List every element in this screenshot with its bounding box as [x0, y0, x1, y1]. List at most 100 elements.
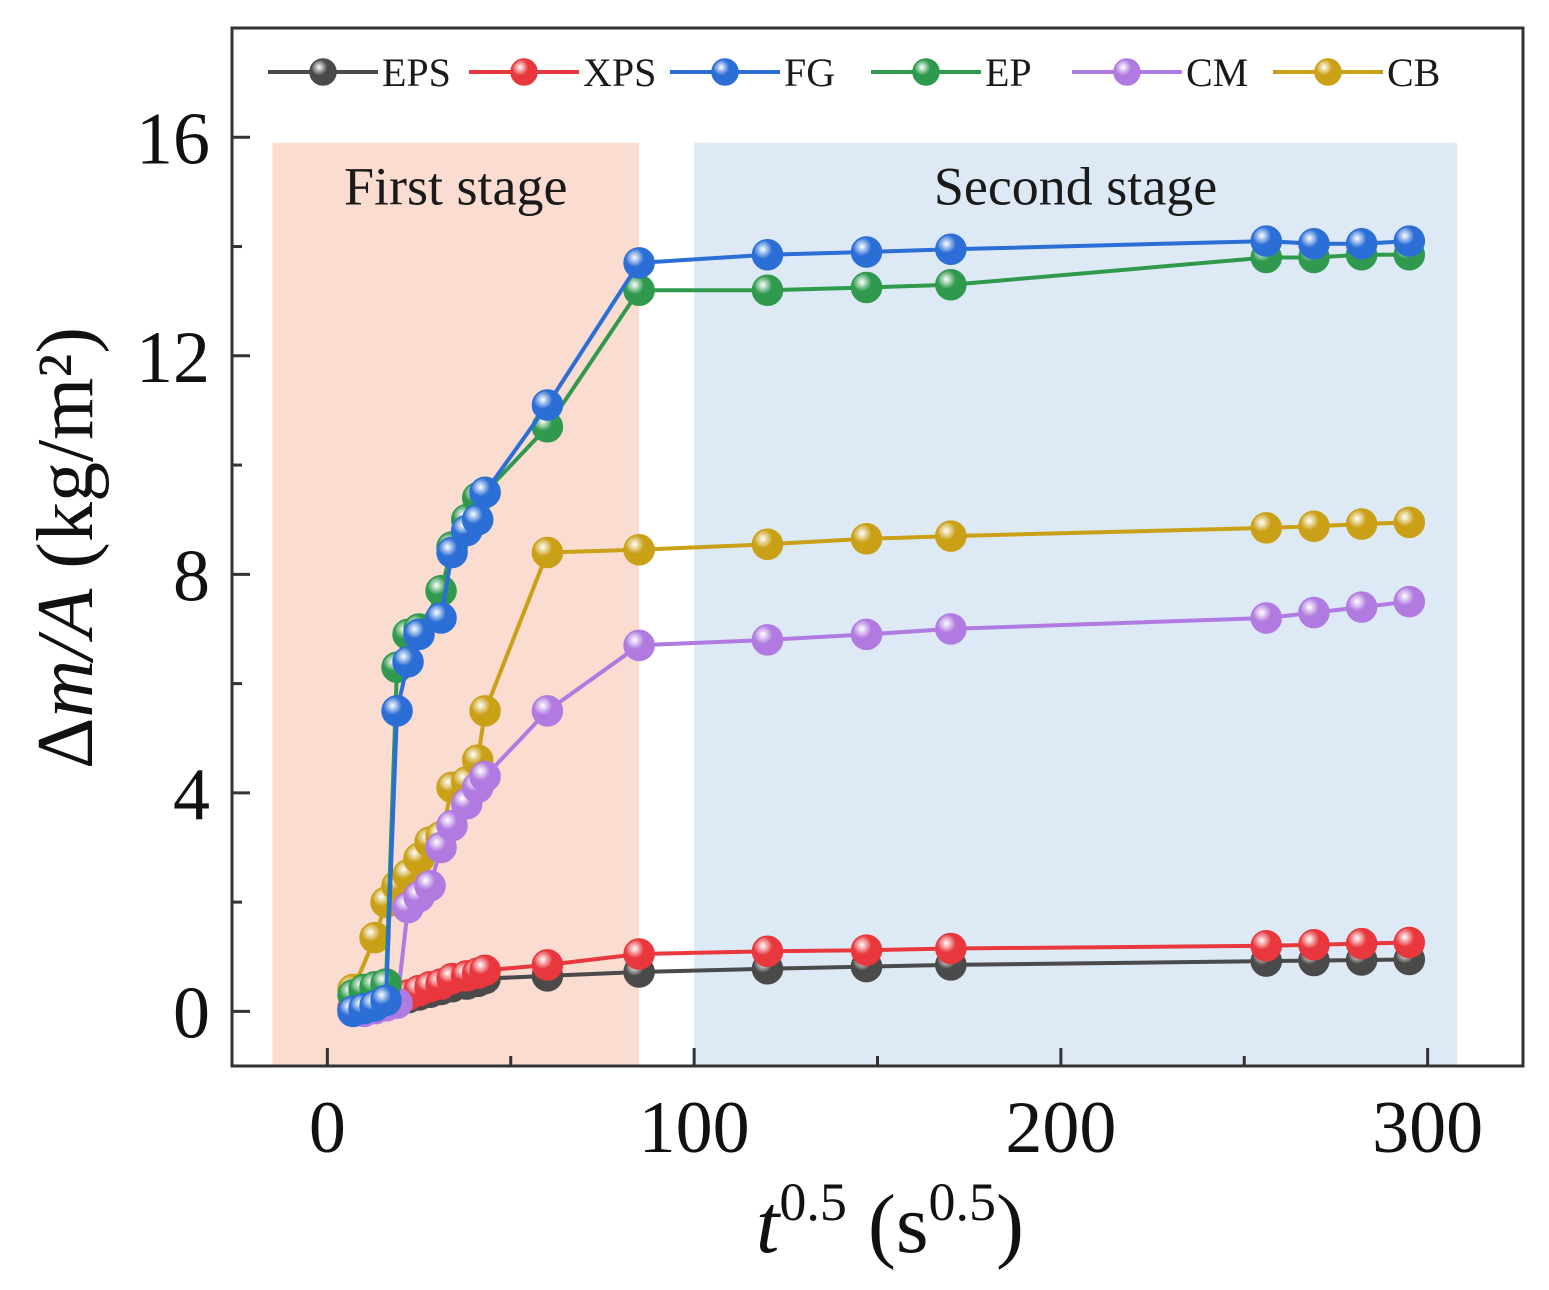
point-cb-19: [1345, 508, 1378, 540]
y-tick-label-3: 12: [136, 317, 210, 399]
x-tick-label-3: 300: [1372, 1087, 1483, 1169]
legend-label-eps: EPS: [382, 50, 451, 95]
point-fg-18: [1298, 228, 1330, 260]
point-xps-16: [850, 934, 883, 966]
y-axis-label-part-4: (kg/m²): [22, 327, 110, 589]
x-axis-label-part-2: (: [847, 1178, 896, 1271]
x-axis-label: t0.5 (s0.5): [756, 1172, 1024, 1271]
point-cb-12: [531, 536, 564, 569]
y-tick-label-4: 16: [136, 98, 210, 180]
point-cb-15: [850, 523, 883, 555]
point-cm-18: [1250, 602, 1283, 634]
legend-item-cb: CB: [1273, 50, 1440, 95]
y-axis-label: Δm/A (kg/m²): [22, 327, 110, 769]
point-ep-16: [935, 269, 967, 301]
point-xps-13: [531, 949, 564, 981]
legend: EPS XPS FG EP CM CB: [268, 50, 1440, 95]
point-cb-18: [1298, 510, 1330, 542]
point-fg-6: [403, 618, 435, 651]
axis-ticks: 0 100 200 300 0 4 8 12 16: [136, 98, 1483, 1169]
point-fg-3: [370, 984, 402, 1017]
x-tick-label-0: 0: [309, 1087, 346, 1169]
stage-region-1: [272, 142, 640, 1066]
legend-item-ep: EP: [871, 50, 1032, 95]
y-axis-label-part-3: A: [22, 588, 110, 643]
point-cm-19: [1298, 596, 1330, 629]
point-cm-9: [436, 809, 468, 842]
point-xps-20: [1345, 927, 1378, 960]
stage-label-2: Second stage: [934, 157, 1217, 217]
point-fg-7: [425, 602, 457, 634]
legend-item-fg: FG: [670, 50, 835, 95]
point-cm-13: [531, 695, 564, 727]
point-fg-8: [436, 536, 468, 569]
legend-label-xps: XPS: [583, 50, 656, 95]
point-cb-14: [751, 528, 784, 561]
point-fg-16: [935, 233, 967, 266]
stage-label-1: First stage: [344, 157, 568, 217]
point-fg-15: [850, 236, 883, 268]
x-axis-label-part-5: ): [996, 1178, 1024, 1271]
point-cb-17: [1250, 512, 1283, 544]
x-tick-label-2: 200: [1005, 1087, 1116, 1169]
point-xps-18: [1250, 930, 1283, 962]
point-fg-19: [1345, 228, 1378, 260]
legend-label-cm: CM: [1186, 50, 1248, 95]
stage-region-2: [694, 142, 1457, 1066]
legend-marker-eps: [309, 58, 337, 86]
legend-item-eps: EPS: [268, 50, 451, 95]
point-cm-15: [751, 624, 784, 656]
legend-marker-ep: [912, 58, 940, 86]
point-fg-11: [469, 476, 501, 509]
point-ep-15: [850, 271, 883, 304]
y-tick-label-1: 4: [173, 754, 210, 836]
point-cb-16: [935, 520, 967, 552]
point-fg-13: [623, 247, 655, 279]
point-cm-7: [414, 869, 446, 902]
legend-label-ep: EP: [985, 50, 1032, 95]
legend-label-cb: CB: [1387, 50, 1440, 95]
y-tick-label-0: 0: [173, 972, 210, 1054]
point-xps-12: [469, 954, 501, 987]
point-fg-12: [531, 389, 564, 421]
point-xps-21: [1393, 926, 1426, 959]
point-cb-11: [469, 695, 501, 727]
x-axis-label-part-4: 0.5: [929, 1172, 997, 1232]
point-xps-15: [751, 935, 784, 968]
legend-marker-cm: [1113, 58, 1141, 86]
y-axis-label-text: Δm/A (kg/m²): [22, 327, 110, 769]
y-axis-label-part-0: Δ: [22, 718, 110, 769]
series-fg: [337, 225, 1426, 1028]
point-cb-13: [623, 533, 655, 566]
legend-marker-fg: [711, 58, 739, 86]
point-cm-21: [1393, 585, 1426, 618]
point-cm-12: [469, 760, 501, 793]
point-cm-17: [935, 613, 967, 645]
legend-item-xps: XPS: [469, 50, 656, 95]
series-layer: [337, 225, 1426, 1028]
point-fg-17: [1250, 225, 1283, 257]
point-cm-14: [623, 629, 655, 662]
point-fg-20: [1393, 225, 1426, 257]
stage-regions: First stage Second stage: [272, 142, 1457, 1066]
point-xps-17: [935, 932, 967, 965]
point-xps-19: [1298, 928, 1330, 961]
point-ep-14: [751, 274, 784, 306]
point-fg-10: [461, 503, 494, 536]
point-ep-7: [425, 574, 457, 607]
point-fg-5: [392, 645, 424, 678]
x-axis-label-part-0: t: [756, 1178, 782, 1271]
legend-label-fg: FG: [784, 50, 835, 95]
axis-labels: t0.5 (s0.5)Δm/A (kg/m²): [22, 327, 1024, 1271]
point-xps-14: [623, 938, 655, 970]
point-cm-20: [1345, 591, 1378, 623]
x-axis-label-part-1: 0.5: [779, 1172, 847, 1232]
point-cm-16: [850, 618, 883, 651]
point-fg-14: [751, 238, 784, 271]
legend-item-cm: CM: [1072, 50, 1248, 95]
x-tick-label-1: 100: [639, 1087, 750, 1169]
legend-marker-xps: [510, 58, 538, 86]
point-fg-4: [381, 695, 413, 727]
x-axis-label-part-3: s: [896, 1178, 929, 1271]
